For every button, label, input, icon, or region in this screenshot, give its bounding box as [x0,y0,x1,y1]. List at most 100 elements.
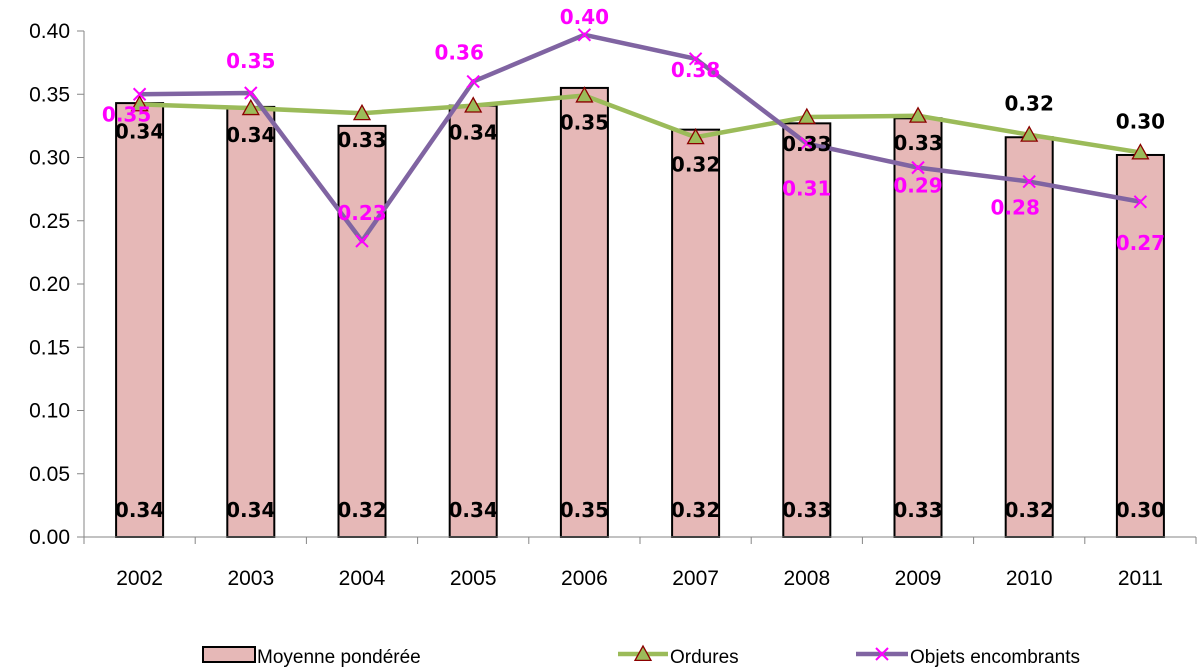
legend: Moyenne pondérée Ordures Objets encombrant… [202,644,1080,668]
data-label-objets: 0.35 [226,49,275,73]
x-marker-stroke [132,87,147,101]
x-tick-label: 2011 [1118,567,1163,590]
data-label-objets: 0.28 [991,196,1040,220]
bar-moyenne-2011 [1115,153,1165,538]
bar-moyenne-2002 [115,102,165,538]
data-label-ordures: 0.32 [671,152,720,176]
x-marker-stroke [688,52,703,66]
data-label-objets: 0.29 [893,174,942,198]
data-label-objets: 0.23 [337,201,386,225]
y-tick-label: 0.10 [29,400,70,423]
data-label-moyenne: 0.32 [671,498,720,522]
data-label-objets: 0.40 [560,5,609,29]
data-label-moyenne: 0.34 [449,498,498,522]
x-marker-stroke [466,74,480,89]
data-label-moyenne: 0.34 [226,498,275,522]
x-tick-label: 2007 [672,567,719,590]
legend-label-ordures: Ordures [670,647,739,668]
bar-moyenne-2004 [337,124,387,538]
marker-objets-2005 [466,74,480,89]
x-marker-stroke [1133,195,1148,209]
marker-ordures-2011 [1131,143,1150,160]
x-tick-label: 2006 [561,567,608,590]
marker-objets-2007 [688,52,703,66]
legend-label-objets: Objets encombrants [910,647,1080,668]
data-label-ordures: 0.34 [449,121,498,145]
marker-ordures-2006 [575,86,594,103]
data-label-ordures: 0.33 [337,128,386,152]
bar-moyenne-2009 [893,117,943,538]
data-label-moyenne: 0.35 [560,498,609,522]
legend-marker-ordures [633,644,653,662]
bar-moyenne-2006 [559,86,609,539]
marker-objets-2004 [355,234,369,248]
y-tick-label: 0.35 [29,83,70,106]
data-label-objets: 0.36 [435,41,484,65]
x-tick-label: 2004 [339,567,386,590]
data-labels-layer: 0.34 0.34 0.32 0.34 0.35 0.32 0.33 0.33 0.32 0.30… [102,5,1165,522]
data-label-moyenne: 0.34 [115,498,164,522]
marker-ordures-2009 [908,106,928,123]
y-tick-label: 0.20 [29,273,70,296]
marker-objets-2006 [577,28,592,42]
y-tick-label: 0.05 [29,463,70,486]
marker-ordures-2005 [464,96,483,113]
x-marker-stroke [1022,174,1036,189]
axes-layer: 0.00 0.05 0.10 0.15 0.20 0.25 0.30 0.35 0.40 2002… [29,20,1197,590]
marker-ordures-2007 [686,127,705,145]
legend-marker-objets [875,647,889,661]
data-label-moyenne: 0.33 [893,498,942,522]
x-tick-label: 2010 [1006,567,1053,590]
data-label-objets: 0.38 [671,58,720,82]
data-label-moyenne: 0.32 [337,498,386,522]
data-label-ordures: 0.35 [560,111,609,135]
marker-objets-2003 [244,86,258,100]
x-marker-stroke [577,28,592,42]
marker-objets-2009 [911,160,925,175]
marker-ordures-2002 [130,95,149,112]
data-label-ordures: 0.30 [1116,109,1165,133]
x-tick-label: 2005 [450,567,497,590]
data-label-ordures: 0.32 [1005,92,1054,116]
line-objets-encombrants [139,32,1141,244]
marker-ordures-2003 [241,98,260,116]
x-tick-label: 2008 [783,567,830,590]
legend-label-moyenne: Moyenne pondérée [257,647,421,668]
y-tick-label: 0.25 [29,210,70,233]
x-marker-stroke [800,136,814,151]
bar-moyenne-2007 [671,128,721,538]
bars-layer [115,86,1165,539]
marker-objets-2010 [1022,174,1036,189]
bar-moyenne-2005 [448,104,498,538]
x-marker-stroke [355,234,369,248]
marker-ordures-2008 [797,107,816,125]
data-label-ordures: 0.33 [893,131,942,155]
bar-moyenne-2008 [782,122,832,538]
x-marker-stroke [911,160,925,175]
y-tick-label: 0.00 [29,526,70,549]
data-label-ordures: 0.34 [115,119,164,143]
marker-objets-2008 [800,136,814,151]
data-label-moyenne: 0.33 [782,498,831,522]
data-label-moyenne: 0.32 [1005,498,1054,522]
marker-objets-2011 [1133,195,1148,209]
x-marker-stroke [875,647,889,661]
x-tick-label: 2009 [895,567,942,590]
data-label-ordures: 0.34 [226,123,275,147]
legend-swatch-moyenne [202,646,256,663]
x-tick-label: 2003 [227,567,274,590]
data-label-objets: 0.31 [782,177,831,201]
y-tick-label: 0.40 [29,20,70,43]
y-tick-label: 0.30 [29,147,70,170]
marker-objets-2002 [132,87,147,101]
x-marker-stroke [244,86,258,100]
data-label-objets: 0.35 [102,102,151,126]
x-tick-label: 2002 [116,567,163,590]
bar-moyenne-2003 [226,105,276,539]
data-label-objets: 0.27 [1116,231,1165,255]
line-ordures [139,93,1141,155]
marker-ordures-2004 [352,103,372,121]
data-label-ordures: 0.33 [782,132,831,156]
lines-layer [130,28,1150,248]
